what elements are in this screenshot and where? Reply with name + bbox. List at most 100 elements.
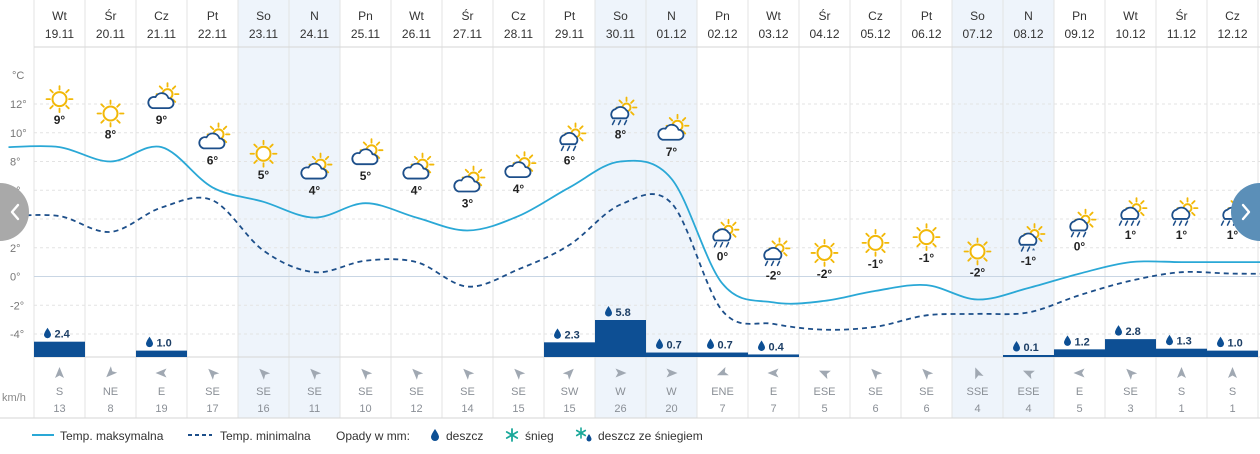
wind-arrow-icon xyxy=(1177,367,1186,378)
wind-direction-label: S xyxy=(1178,386,1185,398)
raindrop-icon xyxy=(1013,341,1020,352)
wind-speed-label: 7 xyxy=(770,403,776,415)
precipitation-bar xyxy=(136,350,187,357)
partly-cloudy-icon xyxy=(300,152,333,180)
day-of-week-label: N xyxy=(1024,9,1033,23)
wind-direction-label: SE xyxy=(919,386,934,398)
precipitation-bar xyxy=(1105,339,1156,357)
partly-cloudy-icon xyxy=(402,152,435,180)
temperature-label: 1° xyxy=(1227,228,1239,242)
temperature-label: 4° xyxy=(309,184,321,198)
temperature-label: -1° xyxy=(868,257,884,271)
wind-direction-label: ESE xyxy=(813,386,835,398)
date-label: 10.12 xyxy=(1115,27,1145,41)
wind-arrow-icon xyxy=(871,368,883,380)
wind-speed-label: 26 xyxy=(614,403,626,415)
precipitation-bar xyxy=(1054,349,1105,357)
wind-direction-label: SE xyxy=(358,386,373,398)
y-tick-label: 8° xyxy=(10,157,21,169)
date-label: 02.12 xyxy=(707,27,737,41)
day-of-week-label: Wt xyxy=(409,9,424,23)
day-of-week-label: Pt xyxy=(564,9,576,23)
partly-cloudy-icon xyxy=(147,82,180,110)
legend-precip-label: Opady w mm: xyxy=(336,429,411,443)
date-label: 30.11 xyxy=(606,27,635,41)
day-of-week-label: Wt xyxy=(1123,9,1138,23)
wind-direction-label: S xyxy=(1229,386,1236,398)
precipitation-label: 0.7 xyxy=(718,340,733,352)
precipitation-label: 2.8 xyxy=(1126,326,1141,338)
raindrop-icon xyxy=(707,338,714,350)
wind-arrow-icon xyxy=(361,368,373,380)
weekend-background xyxy=(289,0,340,418)
day-of-week-label: Cz xyxy=(154,9,169,23)
legend-snow-label: śnieg xyxy=(525,429,554,443)
day-headers: Wt 19.11 Śr 20.11 Cz 21.11 Pt 22.11 So 23.11 N 24.1… xyxy=(45,8,1248,41)
wind-speed-label: 11 xyxy=(309,403,320,415)
wind-arrow-icon xyxy=(1228,367,1237,378)
precipitation-bar xyxy=(1003,355,1054,357)
raindrop-icon xyxy=(656,338,663,350)
sun-icon xyxy=(810,239,839,267)
temperature-label: 9° xyxy=(156,113,168,127)
precipitation-bar xyxy=(544,342,595,357)
temperature-label: 5° xyxy=(360,169,372,183)
date-label: 03.12 xyxy=(758,27,788,41)
wind-arrow-icon xyxy=(106,366,118,378)
wind-direction-label: W xyxy=(666,386,677,398)
temperature-label: 1° xyxy=(1125,228,1137,242)
wind-speed-label: 20 xyxy=(665,403,677,415)
raindrop-icon xyxy=(1115,325,1122,336)
wind-speed-label: 5 xyxy=(821,403,827,415)
wind-arrow-icon xyxy=(562,368,574,380)
precipitation-label: 1.2 xyxy=(1075,336,1090,348)
wind-direction-label: E xyxy=(158,386,165,398)
partly-cloudy-icon xyxy=(504,151,537,179)
wind-speed-label: 7 xyxy=(719,403,725,415)
temperature-label: 5° xyxy=(258,168,270,182)
weather-icons: * xyxy=(45,82,1250,267)
precipitation-label: 0.4 xyxy=(769,341,785,353)
weekend-background xyxy=(952,0,1003,418)
date-label: 08.12 xyxy=(1013,27,1043,41)
raindrop-icon xyxy=(1064,335,1071,346)
sun-icon xyxy=(45,85,74,114)
day-of-week-label: N xyxy=(310,9,319,23)
day-of-week-label: Cz xyxy=(868,9,883,23)
weekend-backgrounds xyxy=(238,0,1054,418)
temperature-label: 7° xyxy=(666,145,678,159)
day-of-week-label: Śr xyxy=(105,8,117,23)
wind-arrow-icon xyxy=(310,368,322,380)
raindrop-icon xyxy=(431,429,439,441)
y-tick-label: 12° xyxy=(10,99,27,111)
min-temperature-line xyxy=(8,193,1260,331)
temperature-label: -2° xyxy=(766,268,782,282)
wind-speed-label: 1 xyxy=(1178,403,1184,415)
wind-arrow-icon xyxy=(818,370,831,380)
date-label: 22.11 xyxy=(198,27,227,41)
y-axis-unit: °C xyxy=(12,70,24,82)
wind-speed-label: 16 xyxy=(257,403,269,415)
day-of-week-label: N xyxy=(667,9,676,23)
date-label: 27.11 xyxy=(453,27,482,41)
day-of-week-label: Śr xyxy=(819,8,831,23)
wind-speed-label: 4 xyxy=(1025,403,1031,415)
y-tick-label: -4° xyxy=(10,329,24,341)
partly-cloudy-icon xyxy=(351,138,384,166)
partly-cloudy-icon xyxy=(453,165,486,193)
wind-arrow-icon xyxy=(922,368,934,380)
wind-speed-label: 19 xyxy=(155,403,167,415)
y-tick-label: 10° xyxy=(10,128,27,140)
wind-speed-label: 12 xyxy=(410,403,422,415)
wind-speed-label: 15 xyxy=(563,403,575,415)
temperature-label: 4° xyxy=(513,182,525,196)
rain-icon xyxy=(1171,197,1199,226)
day-of-week-label: Wt xyxy=(52,9,67,23)
wind-direction-label: SE xyxy=(511,386,526,398)
wind-direction-label: SSE xyxy=(966,386,988,398)
y-tick-label: -2° xyxy=(10,300,24,312)
temperature-label: 4° xyxy=(411,184,423,198)
wind-direction-label: E xyxy=(770,386,777,398)
wind-arrow-icon xyxy=(666,368,678,378)
